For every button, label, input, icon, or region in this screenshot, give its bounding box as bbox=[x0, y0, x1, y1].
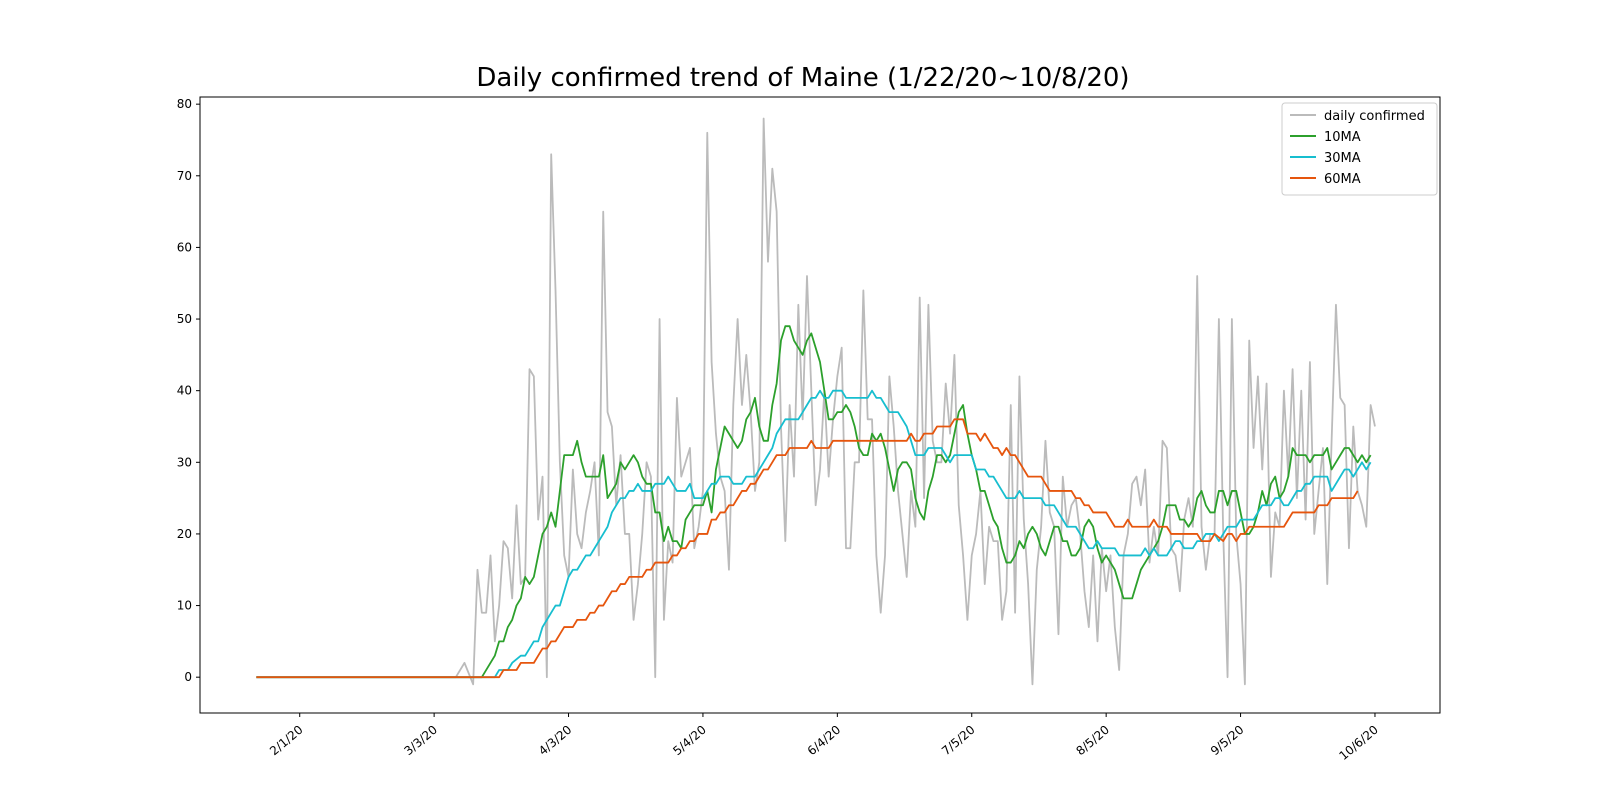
legend-label: 60MA bbox=[1324, 172, 1361, 187]
y-tick-label: 60 bbox=[177, 240, 192, 254]
series-line-60ma bbox=[256, 418, 1359, 679]
series-line-30ma bbox=[256, 389, 1372, 679]
y-tick-label: 50 bbox=[177, 312, 192, 326]
legend-label: 10MA bbox=[1324, 130, 1361, 145]
y-tick-label: 20 bbox=[177, 527, 192, 541]
legend-box bbox=[1281, 102, 1438, 196]
y-tick-label: 70 bbox=[177, 169, 192, 183]
y-tick-label: 10 bbox=[177, 599, 192, 613]
y-tick-label: 40 bbox=[177, 384, 192, 398]
series-line-10ma bbox=[256, 325, 1372, 679]
legend: daily confirmed 10MA 30MA 60MA bbox=[1281, 102, 1438, 196]
y-tick-label: 0 bbox=[184, 670, 192, 684]
y-tick-label: 80 bbox=[177, 97, 192, 111]
plot-area bbox=[256, 117, 1376, 686]
y-tick-label: 30 bbox=[177, 455, 192, 469]
plot-frame bbox=[199, 96, 1441, 714]
series-line-daily-confirmed bbox=[256, 117, 1376, 686]
chart-title: Daily confirmed trend of Maine (1/22/20~… bbox=[476, 63, 1129, 93]
legend-label: daily confirmed bbox=[1324, 109, 1425, 124]
legend-label: 30MA bbox=[1324, 151, 1361, 166]
